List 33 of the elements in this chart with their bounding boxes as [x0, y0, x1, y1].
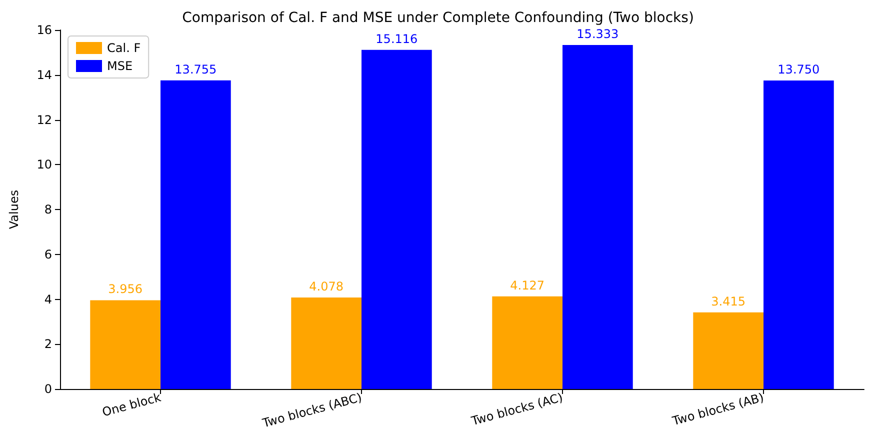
data-label: 3.415: [711, 294, 746, 308]
y-tick-label: 2: [44, 337, 52, 352]
x-tick-label: Two blocks (ABC): [260, 390, 364, 430]
data-label: 13.755: [174, 62, 217, 76]
y-tick-label: 6: [44, 247, 52, 262]
y-axis-title: Values: [7, 190, 21, 230]
bar: [291, 298, 362, 389]
bar: [693, 312, 764, 389]
bar: [90, 300, 160, 389]
data-label: 3.956: [108, 282, 143, 296]
y-tick-label: 8: [44, 202, 52, 216]
data-label: 4.127: [510, 278, 545, 292]
bar: [764, 80, 834, 389]
bar: [362, 50, 432, 389]
y-tick-label: 12: [36, 112, 52, 127]
data-label: 15.333: [576, 26, 619, 41]
x-tick-label: Two blocks (AC): [468, 390, 564, 428]
x-tick-label: One block: [100, 390, 162, 420]
bar: [562, 44, 633, 389]
y-tick-label: 4: [44, 292, 52, 306]
y-tick-label: 16: [36, 23, 52, 37]
x-tick-label: Two blocks (AB): [670, 390, 766, 428]
bar: [160, 80, 231, 389]
y-tick-label: 10: [36, 158, 52, 172]
y-tick-label: 0: [44, 382, 52, 396]
legend-label: MSE: [107, 59, 133, 73]
chart-title: Comparison of Cal. F and MSE under Complete Confounding (Two blocks): [182, 10, 694, 26]
data-label: 4.078: [309, 280, 344, 294]
bar: [492, 296, 562, 389]
legend-label: Cal. F: [107, 41, 141, 55]
data-label: 15.116: [376, 32, 418, 46]
y-tick-label: 14: [36, 68, 52, 82]
data-label: 13.750: [778, 62, 820, 76]
